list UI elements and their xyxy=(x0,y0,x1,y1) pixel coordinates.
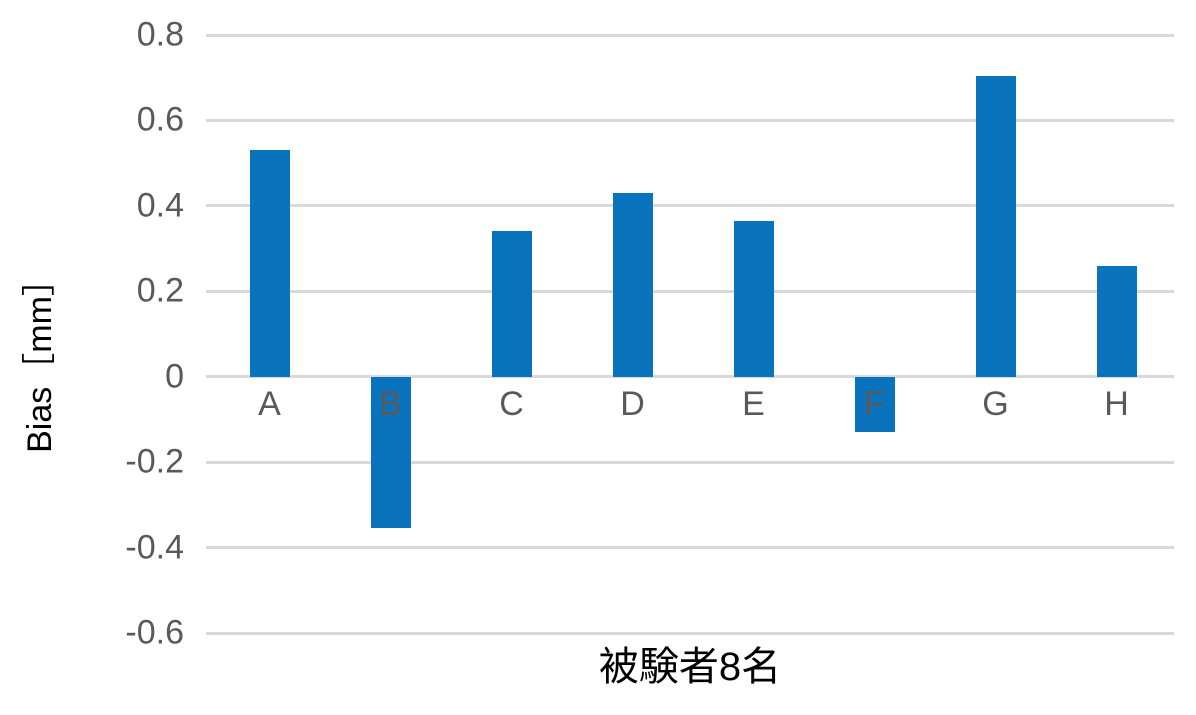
bar xyxy=(733,220,774,377)
y-tick-label: -0.2 xyxy=(125,442,184,481)
bar xyxy=(249,150,290,377)
y-tick-label: 0.2 xyxy=(136,271,184,310)
x-category-label: C xyxy=(499,384,524,423)
y-tick-label: 0.8 xyxy=(136,15,184,54)
y-tick-label: -0.4 xyxy=(125,528,184,567)
y-tick-label: 0.6 xyxy=(136,100,184,139)
x-category-label: A xyxy=(258,384,281,423)
gridline xyxy=(206,289,1174,293)
x-category-label: B xyxy=(379,384,402,423)
bar xyxy=(1096,265,1137,377)
bar xyxy=(370,376,411,529)
y-tick-label: 0 xyxy=(165,357,184,396)
x-category-label: E xyxy=(742,384,765,423)
y-axis-title: Bias［mm］ xyxy=(0,0,72,715)
gridline xyxy=(206,631,1174,635)
bar xyxy=(491,231,532,377)
gridline xyxy=(206,33,1174,37)
gridline xyxy=(206,204,1174,208)
x-axis-title: 被験者8名 xyxy=(598,645,782,689)
gridline xyxy=(206,118,1174,122)
bar xyxy=(975,75,1016,377)
gridline xyxy=(206,460,1174,464)
plot-area: A B C D E F G H xyxy=(206,0,1174,715)
x-category-label: H xyxy=(1104,384,1129,423)
y-axis-title-label: Bias［mm］ xyxy=(20,262,59,453)
bar xyxy=(612,193,653,377)
y-tick-label: -0.6 xyxy=(125,613,184,652)
gridline xyxy=(206,546,1174,550)
x-category-label: D xyxy=(620,384,645,423)
zero-gridline xyxy=(206,375,1174,379)
x-category-label: F xyxy=(864,384,885,423)
x-category-label: G xyxy=(982,384,1009,423)
y-tick-label: 0.4 xyxy=(136,186,184,225)
bar xyxy=(854,376,895,433)
y-axis-tick-labels: 0.8 0.6 0.4 0.2 0 -0.2 -0.4 -0.6 xyxy=(72,0,194,715)
